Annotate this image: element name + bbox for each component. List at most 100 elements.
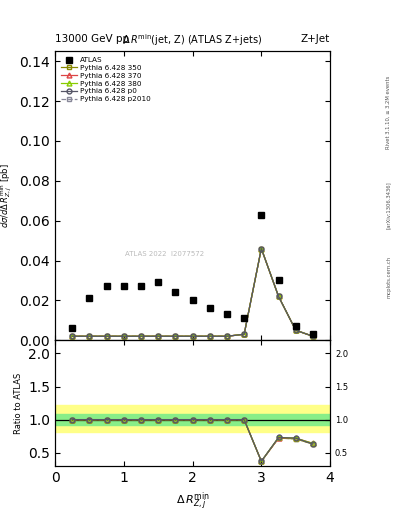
Pythia 6.428 p2010 bbox=[87, 333, 92, 339]
Pythia 6.428 350 bbox=[87, 333, 92, 339]
Line: Pythia 6.428 p2010: Pythia 6.428 p2010 bbox=[70, 246, 315, 339]
Pythia 6.428 350 bbox=[173, 333, 178, 339]
Pythia 6.428 370 bbox=[293, 327, 298, 333]
ATLAS bbox=[121, 283, 126, 289]
Pythia 6.428 p2010 bbox=[208, 333, 212, 339]
Pythia 6.428 380 bbox=[87, 333, 92, 339]
Line: ATLAS: ATLAS bbox=[69, 211, 316, 338]
Pythia 6.428 380 bbox=[156, 333, 161, 339]
Pythia 6.428 p0 bbox=[310, 333, 315, 339]
Y-axis label: $d\sigma/d\Delta\,R^{\rm min}_{Z,j}$ [pb]: $d\sigma/d\Delta\,R^{\rm min}_{Z,j}$ [pb… bbox=[0, 163, 14, 228]
Pythia 6.428 p0 bbox=[173, 333, 178, 339]
Line: Pythia 6.428 350: Pythia 6.428 350 bbox=[70, 246, 315, 339]
Text: [arXiv:1306.3436]: [arXiv:1306.3436] bbox=[386, 181, 391, 229]
Pythia 6.428 p2010 bbox=[276, 293, 281, 300]
Pythia 6.428 370 bbox=[225, 333, 230, 339]
Pythia 6.428 p0 bbox=[70, 333, 75, 339]
Pythia 6.428 p2010 bbox=[310, 333, 315, 339]
Pythia 6.428 350 bbox=[156, 333, 161, 339]
Line: Pythia 6.428 380: Pythia 6.428 380 bbox=[70, 246, 315, 339]
ATLAS bbox=[310, 331, 315, 337]
Text: 13000 GeV pp: 13000 GeV pp bbox=[55, 33, 129, 44]
Pythia 6.428 350 bbox=[70, 333, 75, 339]
Pythia 6.428 p2010 bbox=[242, 331, 246, 337]
Pythia 6.428 p0 bbox=[208, 333, 212, 339]
Pythia 6.428 350 bbox=[225, 333, 230, 339]
Pythia 6.428 p0 bbox=[139, 333, 143, 339]
Pythia 6.428 p2010 bbox=[70, 333, 75, 339]
ATLAS bbox=[70, 325, 75, 331]
ATLAS bbox=[208, 305, 212, 311]
Text: Rivet 3.1.10, ≥ 3.2M events: Rivet 3.1.10, ≥ 3.2M events bbox=[386, 76, 391, 150]
Pythia 6.428 350 bbox=[190, 333, 195, 339]
Pythia 6.428 p0 bbox=[156, 333, 161, 339]
Pythia 6.428 p2010 bbox=[121, 333, 126, 339]
Pythia 6.428 p0 bbox=[293, 327, 298, 333]
Pythia 6.428 380 bbox=[293, 327, 298, 333]
Pythia 6.428 380 bbox=[70, 333, 75, 339]
Pythia 6.428 p2010 bbox=[190, 333, 195, 339]
ATLAS bbox=[276, 278, 281, 284]
Pythia 6.428 380 bbox=[173, 333, 178, 339]
Pythia 6.428 370 bbox=[310, 333, 315, 339]
Pythia 6.428 380 bbox=[242, 331, 246, 337]
Pythia 6.428 370 bbox=[87, 333, 92, 339]
Pythia 6.428 350 bbox=[242, 331, 246, 337]
Pythia 6.428 350 bbox=[276, 293, 281, 300]
Pythia 6.428 380 bbox=[310, 333, 315, 339]
ATLAS bbox=[242, 315, 246, 322]
Pythia 6.428 p0 bbox=[190, 333, 195, 339]
Line: Pythia 6.428 p0: Pythia 6.428 p0 bbox=[70, 246, 315, 339]
ATLAS bbox=[173, 289, 178, 295]
Pythia 6.428 p2010 bbox=[139, 333, 143, 339]
Pythia 6.428 370 bbox=[242, 331, 246, 337]
Pythia 6.428 370 bbox=[276, 293, 281, 300]
Bar bbox=[55, 414, 330, 425]
Pythia 6.428 370 bbox=[156, 333, 161, 339]
Pythia 6.428 370 bbox=[139, 333, 143, 339]
Pythia 6.428 p0 bbox=[121, 333, 126, 339]
Text: ATLAS 2022  I2077572: ATLAS 2022 I2077572 bbox=[125, 250, 205, 257]
Pythia 6.428 p0 bbox=[104, 333, 109, 339]
Pythia 6.428 370 bbox=[173, 333, 178, 339]
Pythia 6.428 380 bbox=[190, 333, 195, 339]
Pythia 6.428 370 bbox=[70, 333, 75, 339]
ATLAS bbox=[225, 311, 230, 317]
Line: Pythia 6.428 370: Pythia 6.428 370 bbox=[70, 246, 315, 339]
Pythia 6.428 380 bbox=[121, 333, 126, 339]
Pythia 6.428 370 bbox=[104, 333, 109, 339]
Pythia 6.428 350 bbox=[259, 245, 264, 251]
Pythia 6.428 p0 bbox=[276, 293, 281, 300]
Pythia 6.428 380 bbox=[225, 333, 230, 339]
Text: mcplots.cern.ch: mcplots.cern.ch bbox=[386, 255, 391, 297]
Pythia 6.428 p2010 bbox=[225, 333, 230, 339]
Pythia 6.428 350 bbox=[293, 327, 298, 333]
Pythia 6.428 370 bbox=[190, 333, 195, 339]
Pythia 6.428 p2010 bbox=[173, 333, 178, 339]
Pythia 6.428 350 bbox=[310, 333, 315, 339]
Pythia 6.428 370 bbox=[259, 245, 264, 251]
X-axis label: $\Delta\,R^{\rm min}_{Z,j}$: $\Delta\,R^{\rm min}_{Z,j}$ bbox=[176, 490, 209, 512]
Text: Z+Jet: Z+Jet bbox=[301, 33, 330, 44]
Pythia 6.428 p0 bbox=[225, 333, 230, 339]
ATLAS bbox=[156, 280, 161, 286]
ATLAS bbox=[87, 295, 92, 302]
Pythia 6.428 p2010 bbox=[104, 333, 109, 339]
Pythia 6.428 p0 bbox=[87, 333, 92, 339]
Bar bbox=[55, 405, 330, 432]
Pythia 6.428 370 bbox=[121, 333, 126, 339]
Pythia 6.428 380 bbox=[208, 333, 212, 339]
Legend: ATLAS, Pythia 6.428 350, Pythia 6.428 370, Pythia 6.428 380, Pythia 6.428 p0, Py: ATLAS, Pythia 6.428 350, Pythia 6.428 37… bbox=[59, 55, 152, 104]
Pythia 6.428 p0 bbox=[259, 245, 264, 251]
Pythia 6.428 350 bbox=[104, 333, 109, 339]
Pythia 6.428 p2010 bbox=[156, 333, 161, 339]
Pythia 6.428 p2010 bbox=[293, 327, 298, 333]
Pythia 6.428 380 bbox=[276, 293, 281, 300]
Pythia 6.428 350 bbox=[139, 333, 143, 339]
ATLAS bbox=[104, 283, 109, 289]
Pythia 6.428 380 bbox=[139, 333, 143, 339]
Pythia 6.428 380 bbox=[259, 245, 264, 251]
Text: $\Delta\,R^{\rm min}$(jet, Z) (ATLAS Z+jets): $\Delta\,R^{\rm min}$(jet, Z) (ATLAS Z+j… bbox=[123, 32, 263, 48]
Pythia 6.428 380 bbox=[104, 333, 109, 339]
Pythia 6.428 350 bbox=[208, 333, 212, 339]
